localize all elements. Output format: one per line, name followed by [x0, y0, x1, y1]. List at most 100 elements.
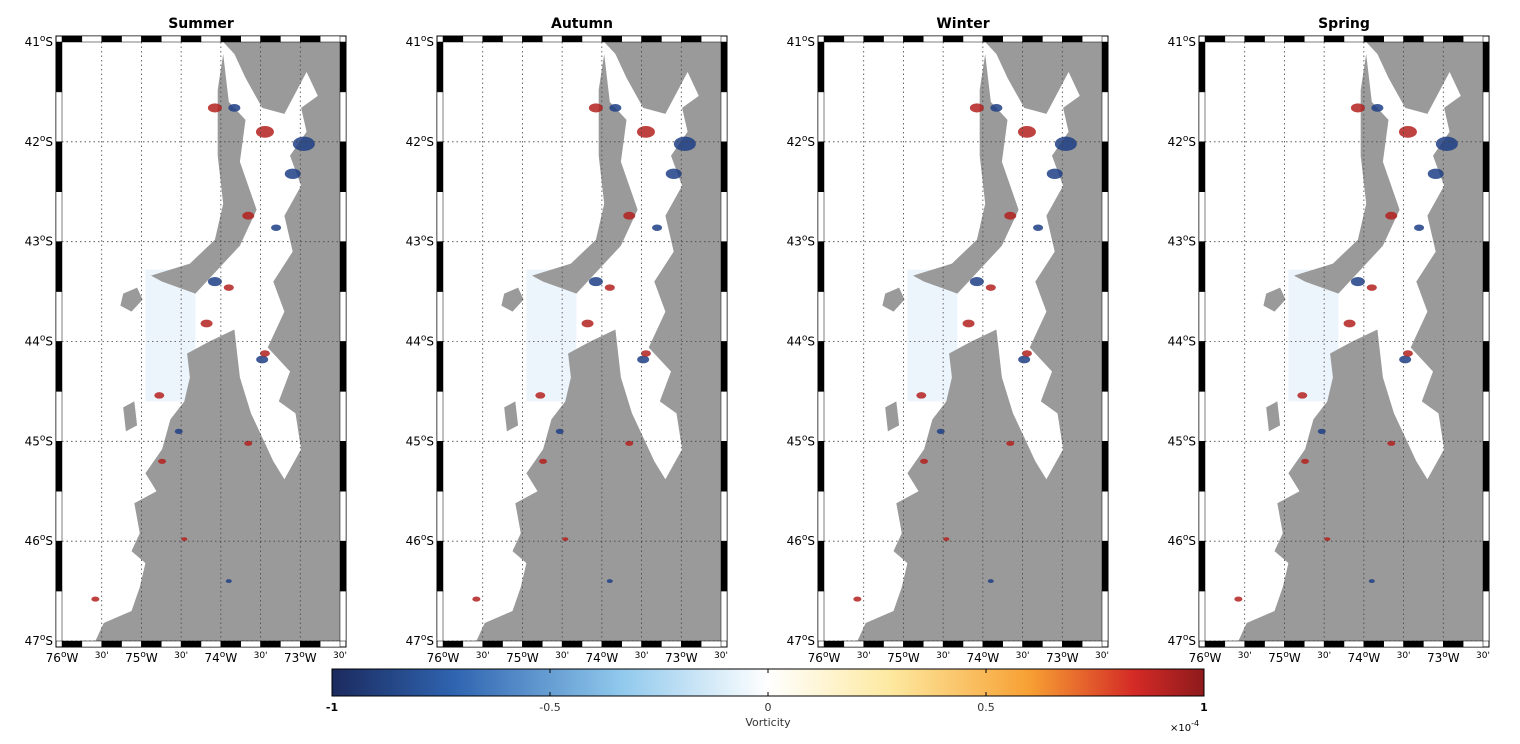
frame-segment — [641, 35, 662, 43]
vorticity-wash — [526, 269, 577, 402]
frame-segment — [436, 391, 444, 442]
vorticity-feature — [969, 277, 984, 287]
longitude-minute-label: 30' — [333, 651, 347, 661]
frame-segment — [522, 640, 543, 648]
vorticity-feature — [472, 596, 481, 602]
vorticity-feature — [562, 537, 569, 542]
frame-segment — [1482, 341, 1490, 392]
colorbar-label: Vorticity — [745, 716, 791, 729]
latitude-label: 46oS — [25, 533, 53, 548]
frame-segment — [720, 391, 728, 442]
frame-segment — [1482, 441, 1490, 492]
frame-segment — [220, 640, 241, 648]
land-mainland — [857, 42, 1102, 641]
frame-segment — [339, 91, 347, 143]
frame-segment — [843, 640, 864, 648]
longitude-label: 76oW — [808, 650, 841, 665]
frame-segment — [1198, 91, 1206, 143]
frame-segment — [542, 640, 563, 648]
frame-segment — [502, 640, 523, 648]
latitude-label: 47oS — [406, 633, 434, 648]
frame-segment — [1101, 441, 1109, 492]
frame-segment — [1403, 35, 1424, 43]
frame-segment — [319, 35, 341, 43]
vorticity-feature — [284, 168, 301, 179]
vorticity-feature — [223, 284, 234, 291]
frame-segment — [436, 590, 444, 642]
frame-segment — [1002, 640, 1023, 648]
frame-segment — [55, 491, 63, 542]
frame-segment — [863, 640, 884, 648]
frame-segment — [923, 640, 944, 648]
frame-segment — [1482, 391, 1490, 442]
frame-segment — [817, 590, 825, 642]
longitude-minute-label: 30' — [1317, 651, 1331, 661]
map-panel: Spring 41oS 42oS 43oS 44oS 45oS 46oS 47oS 76oW 30… — [1168, 16, 1490, 665]
longitude-minute-label: 30' — [936, 651, 950, 661]
frame-segment — [1482, 191, 1490, 242]
frame-segment — [843, 35, 864, 43]
frame-segment — [61, 640, 83, 648]
frame-segment — [1383, 640, 1404, 648]
frame-segment — [436, 540, 444, 592]
frame-segment — [903, 35, 924, 43]
frame-segment — [962, 640, 984, 648]
frame-segment — [720, 91, 728, 143]
frame-segment — [436, 91, 444, 143]
frame-segment — [436, 291, 444, 342]
frame-segment — [1323, 640, 1345, 648]
frame-segment — [1101, 391, 1109, 442]
frame-segment — [339, 540, 347, 592]
colorbar: -1 -0.5 0 0.5 1 Vorticity ×10-4 — [326, 668, 1208, 734]
vorticity-feature — [943, 537, 950, 542]
vorticity-feature — [640, 350, 651, 357]
land-island — [882, 287, 905, 312]
vorticity-feature — [1004, 211, 1017, 220]
vorticity-feature — [292, 136, 315, 151]
vorticity-feature — [1234, 596, 1243, 602]
vorticity-feature — [1366, 284, 1377, 291]
longitude-label: 73oW — [665, 650, 698, 665]
latitude-label: 43oS — [406, 234, 434, 249]
panel-title: Autumn — [551, 16, 613, 32]
frame-segment — [817, 191, 825, 242]
frame-segment — [55, 540, 63, 592]
frame-segment — [339, 491, 347, 542]
frame-segment — [55, 241, 63, 292]
vorticity-feature — [1018, 355, 1031, 364]
frame-segment — [700, 35, 722, 43]
colorbar-tick-marks — [331, 669, 1205, 696]
longitude-label: 75oW — [887, 650, 920, 665]
latitude-label: 43oS — [787, 234, 815, 249]
longitude-minute-label: 30' — [1238, 651, 1252, 661]
vorticity-feature — [1297, 392, 1308, 399]
frame-segment — [681, 35, 702, 43]
colorbar-tick-label: 0 — [765, 701, 772, 714]
frame-segment — [55, 91, 63, 143]
longitude-label: 75oW — [506, 650, 539, 665]
frame-segment — [1002, 35, 1023, 43]
map-panel: Summer 41oS 42oS 43oS 44oS 45oS 46oS 47oS 76oW 30… — [25, 16, 347, 665]
frame-segment — [1482, 491, 1490, 542]
latitude-label: 44oS — [25, 334, 53, 349]
frame-segment — [1198, 291, 1206, 342]
vorticity-feature — [1368, 579, 1375, 584]
latitude-label: 44oS — [787, 334, 815, 349]
vorticity-feature — [174, 428, 183, 434]
longitude-label: 74oW — [586, 650, 619, 665]
frame-segment — [1284, 640, 1305, 648]
longitude-minute-label: 30' — [476, 651, 490, 661]
longitude-minute-label: 30' — [1397, 651, 1411, 661]
longitude-minute-label: 30' — [1095, 651, 1109, 661]
colorbar-tick-label: 1 — [1200, 701, 1208, 714]
frame-segment — [817, 341, 825, 392]
frame-segment — [436, 241, 444, 292]
frame-segment — [1244, 640, 1265, 648]
longitude-minute-label: 30' — [1476, 651, 1490, 661]
land-island — [885, 401, 900, 432]
frame-segment — [436, 41, 444, 93]
frame-segment — [661, 35, 682, 43]
frame-segment — [442, 640, 464, 648]
frame-segment — [55, 341, 63, 392]
vorticity-feature — [255, 126, 274, 138]
